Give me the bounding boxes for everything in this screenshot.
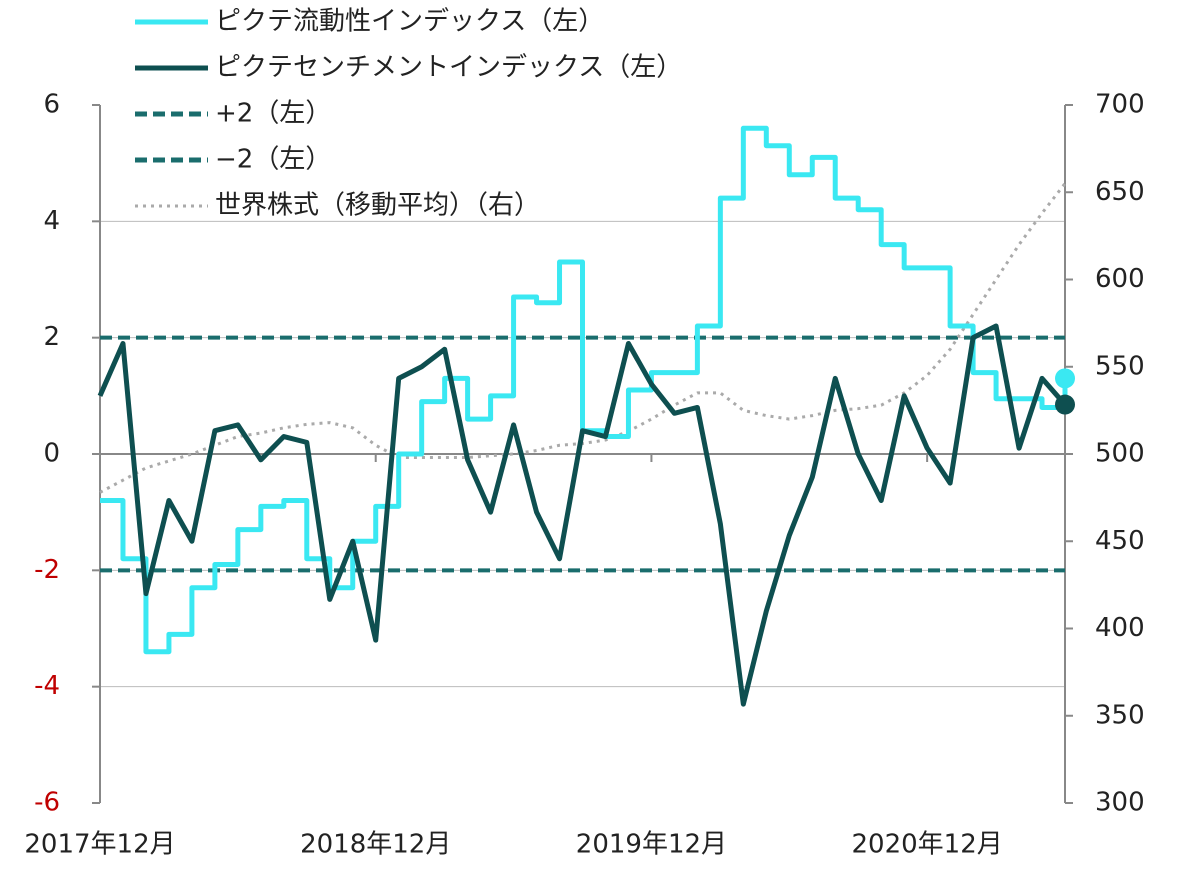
y-tick-label: 2 — [43, 322, 60, 352]
y2-tick-label: 500 — [1095, 439, 1145, 469]
legend-label: +2（左） — [215, 99, 331, 129]
x-tick-label: 2020年12月 — [852, 830, 1003, 860]
y2-tick-label: 550 — [1095, 351, 1145, 381]
legend-label: 世界株式（移動平均）（右） — [215, 191, 540, 221]
legend-label: ピクテ流動性インデックス（左） — [215, 7, 604, 37]
y-tick-label: 4 — [43, 206, 60, 236]
y-tick-label: -2 — [34, 555, 60, 585]
y2-tick-label: 450 — [1095, 526, 1145, 556]
y2-tick-label: 400 — [1095, 613, 1145, 643]
y2-tick-label: 300 — [1095, 788, 1145, 818]
series-line — [97, 323, 1067, 707]
y-tick-label: 6 — [43, 90, 60, 120]
x-tick-label: 2018年12月 — [300, 830, 451, 860]
end-marker — [1055, 368, 1075, 389]
end-marker — [1055, 394, 1075, 415]
legend-label: ピクテセンチメントインデックス（左） — [215, 53, 682, 83]
y2-tick-label: 350 — [1095, 700, 1145, 730]
y-tick-label: -4 — [34, 671, 60, 701]
y2-tick-label: 600 — [1095, 264, 1145, 294]
y-tick-label: 0 — [43, 439, 60, 469]
y-tick-label: -6 — [34, 788, 60, 818]
x-tick-label: 2017年12月 — [24, 830, 175, 860]
x-tick-label: 2019年12月 — [576, 830, 727, 860]
y2-tick-label: 700 — [1095, 90, 1145, 120]
legend-label: −2（左） — [215, 145, 331, 175]
series-line — [100, 125, 1068, 655]
y2-tick-label: 650 — [1095, 177, 1145, 207]
